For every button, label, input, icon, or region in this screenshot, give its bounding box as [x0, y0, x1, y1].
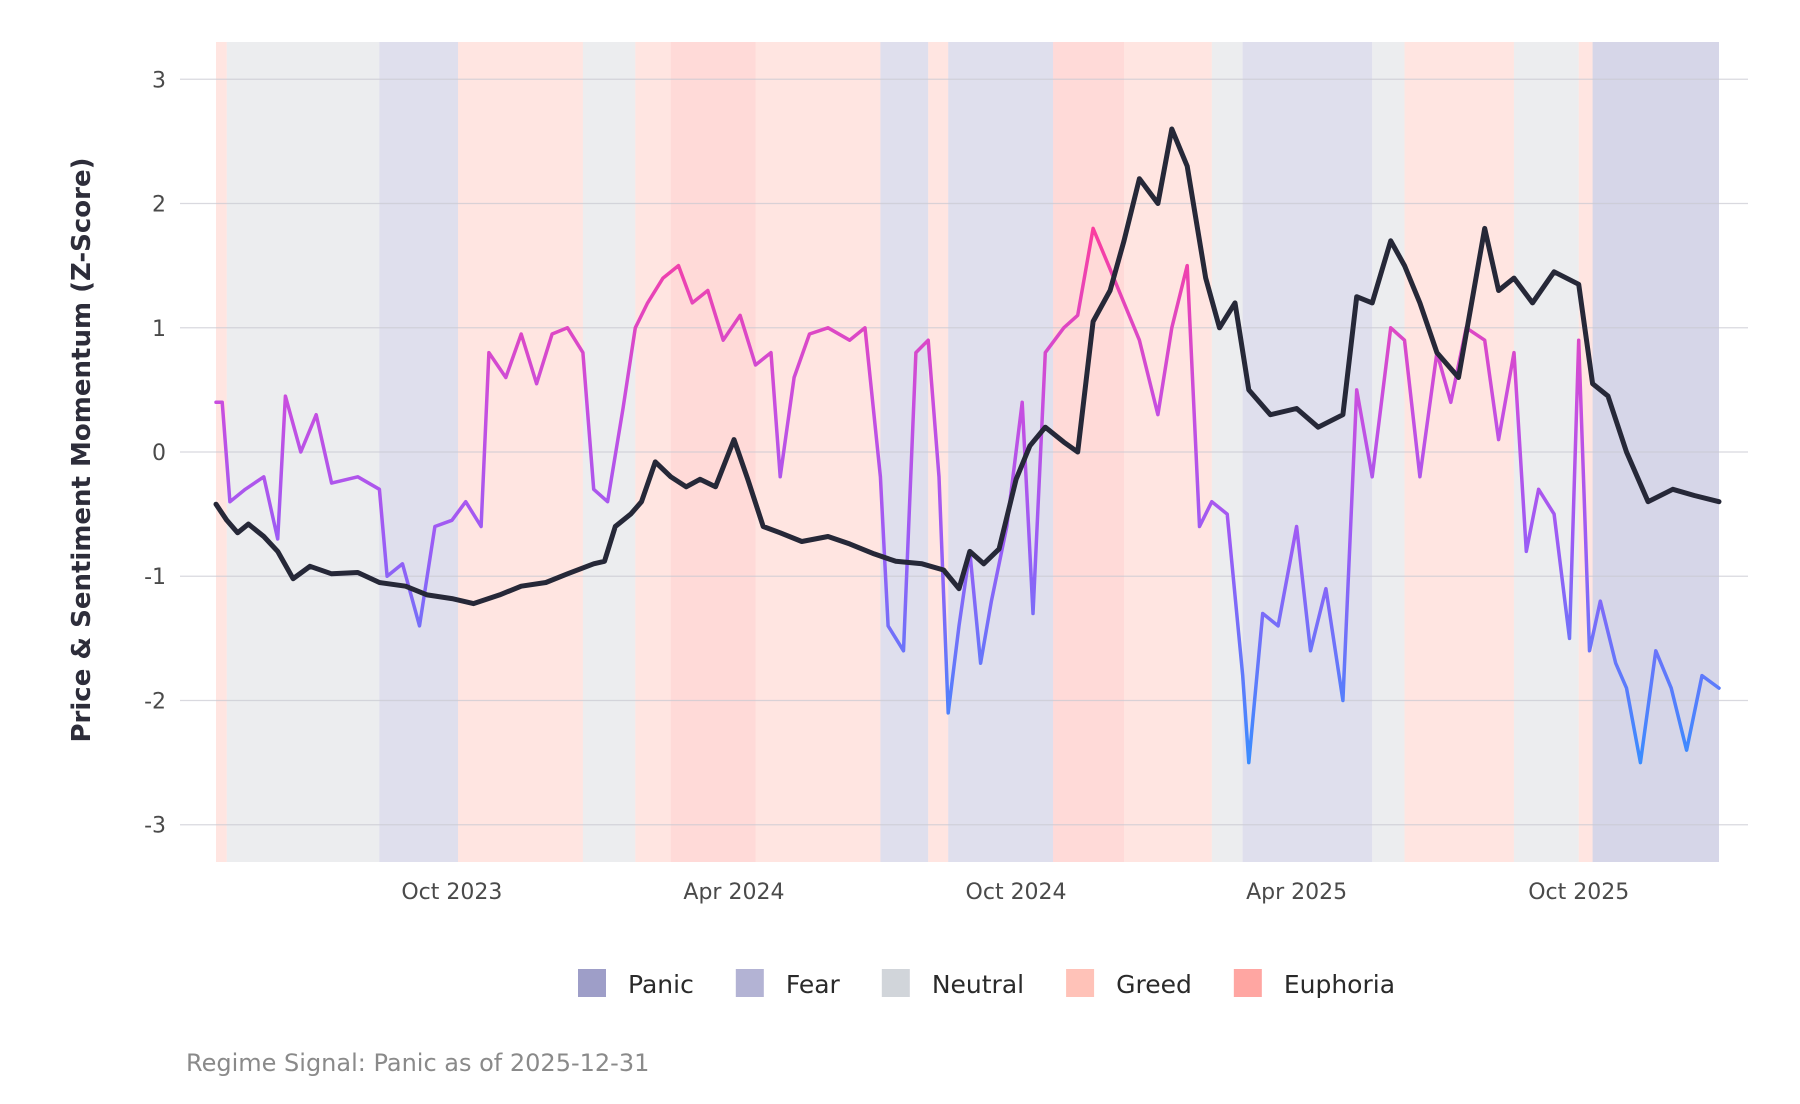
legend-item-neutral: Neutral [881, 969, 1024, 999]
legend-swatch [1066, 969, 1095, 997]
sentiment-momentum-line [214, 226, 1721, 765]
y-tick-label: 0 [152, 441, 166, 466]
legend-item-fear: Fear [735, 969, 841, 999]
legend-label: Greed [1116, 970, 1192, 999]
y-axis-title: Price & Sentiment Momentum (Z-Score) [67, 158, 97, 743]
y-tick-label: -3 [144, 814, 166, 839]
price-momentum-line [213, 126, 1722, 607]
y-tick-label: -2 [144, 689, 166, 714]
y-axis-ticks: 3 2 1 0 -1 -2 -3 [144, 68, 166, 838]
legend-label: Neutral [932, 970, 1024, 999]
y-tick-label: 1 [152, 317, 166, 342]
x-tick-label: Apr 2024 [683, 880, 784, 905]
legend-label: Panic [628, 970, 694, 999]
x-tick-label: Oct 2025 [1528, 880, 1629, 905]
legend: Panic Fear Neutral Greed Euphoria [578, 969, 1395, 999]
x-tick-label: Oct 2024 [966, 880, 1067, 905]
legend-swatch [735, 969, 764, 997]
legend-item-panic: Panic [578, 969, 694, 999]
legend-swatch [1233, 969, 1262, 997]
x-axis-ticks: Oct 2023 Apr 2024 Oct 2024 Apr 2025 Oct 2025 [401, 880, 1629, 905]
grid-lines [180, 78, 1748, 826]
y-tick-label: 3 [152, 68, 166, 93]
series-lines [213, 126, 1722, 765]
x-tick-label: Oct 2023 [401, 880, 502, 905]
legend-item-greed: Greed [1066, 969, 1192, 999]
legend-item-euphoria: Euphoria [1233, 969, 1395, 999]
legend-label: Euphoria [1284, 970, 1395, 999]
x-tick-label: Apr 2025 [1246, 880, 1347, 905]
regime-signal-caption: Regime Signal: Panic as of 2025-12-31 [186, 1049, 649, 1077]
y-tick-label: -1 [144, 565, 166, 590]
legend-label: Fear [786, 970, 841, 999]
legend-swatch [881, 969, 910, 997]
y-tick-label: 2 [152, 193, 166, 218]
legend-swatch [578, 969, 606, 997]
